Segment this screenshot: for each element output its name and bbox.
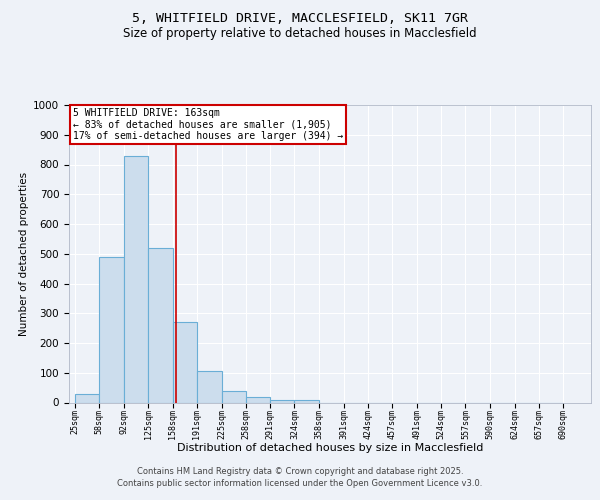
Bar bbox=[197, 372, 222, 402]
Text: Size of property relative to detached houses in Macclesfield: Size of property relative to detached ho… bbox=[123, 28, 477, 40]
Text: 5 WHITFIELD DRIVE: 163sqm
← 83% of detached houses are smaller (1,905)
17% of se: 5 WHITFIELD DRIVE: 163sqm ← 83% of detac… bbox=[73, 108, 343, 141]
Bar bbox=[270, 400, 295, 402]
Bar bbox=[173, 322, 197, 402]
X-axis label: Distribution of detached houses by size in Macclesfield: Distribution of detached houses by size … bbox=[177, 443, 483, 453]
Text: 5, WHITFIELD DRIVE, MACCLESFIELD, SK11 7GR: 5, WHITFIELD DRIVE, MACCLESFIELD, SK11 7… bbox=[132, 12, 468, 26]
Bar bbox=[124, 156, 148, 402]
Bar bbox=[148, 248, 173, 402]
Y-axis label: Number of detached properties: Number of detached properties bbox=[19, 172, 29, 336]
Text: Contains HM Land Registry data © Crown copyright and database right 2025.: Contains HM Land Registry data © Crown c… bbox=[137, 468, 463, 476]
Text: Contains public sector information licensed under the Open Government Licence v3: Contains public sector information licen… bbox=[118, 478, 482, 488]
Bar bbox=[222, 391, 246, 402]
Bar bbox=[246, 396, 270, 402]
Bar bbox=[99, 256, 124, 402]
Bar bbox=[295, 400, 319, 402]
Bar bbox=[75, 394, 99, 402]
